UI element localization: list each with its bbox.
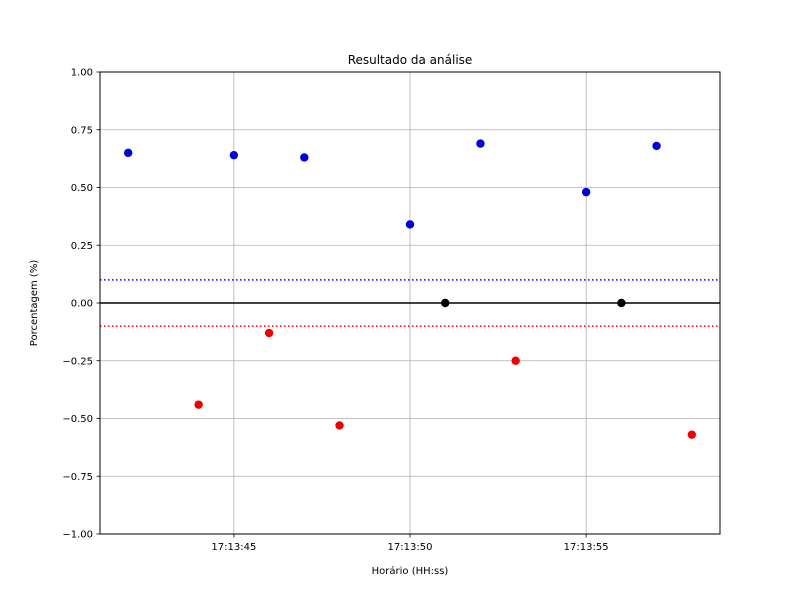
x-tick-label: 17:13:50 — [388, 542, 433, 553]
data-point — [687, 430, 697, 439]
x-tick-label: 17:13:45 — [211, 542, 256, 553]
data-point — [617, 298, 626, 308]
data-point — [652, 141, 661, 151]
y-axis-label: Porcentagem (%) — [29, 260, 40, 347]
y-tick-label: −1.00 — [62, 530, 93, 541]
y-tick-label: 0.25 — [71, 241, 93, 252]
data-point — [476, 139, 485, 148]
x-axis-label: Horário (HH:ss) — [372, 565, 449, 577]
data-points — [123, 139, 697, 439]
y-tick-label: −0.75 — [62, 472, 93, 483]
data-point — [581, 187, 591, 197]
data-point — [194, 400, 203, 409]
y-tick-label: 0.00 — [71, 299, 93, 310]
data-point — [300, 153, 309, 162]
data-point — [405, 220, 415, 229]
data-point — [264, 328, 274, 338]
y-axis-ticks: 1.00 0.75 0.50 0.25 0.00 −0.25 −0.50 −0.75 −1.00 — [62, 68, 100, 541]
x-tick-label: 17:13:55 — [564, 542, 609, 553]
data-point — [441, 298, 450, 308]
y-tick-label: 0.50 — [71, 183, 93, 194]
y-tick-label: −0.25 — [62, 356, 93, 367]
data-point — [123, 148, 133, 158]
data-point — [335, 421, 344, 430]
reference-lines — [100, 279, 720, 327]
data-point — [511, 356, 520, 365]
y-tick-label: −0.50 — [62, 414, 93, 425]
y-tick-label: 1.00 — [71, 68, 93, 79]
x-axis-ticks: 17:13:45 17:13:50 17:13:55 — [211, 534, 609, 553]
y-tick-label: 0.75 — [71, 125, 93, 136]
data-point — [229, 150, 239, 160]
chart-title: Resultado da análise — [348, 53, 473, 67]
